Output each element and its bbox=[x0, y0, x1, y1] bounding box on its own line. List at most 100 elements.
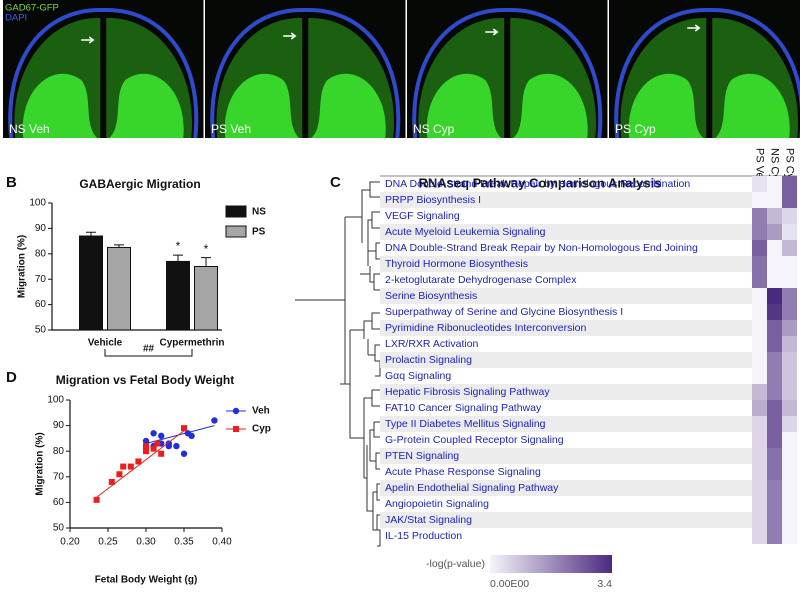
row-band bbox=[380, 448, 752, 464]
heatmap-cell bbox=[767, 496, 782, 512]
image-label: NS Cyp bbox=[413, 122, 455, 136]
heatmap-cell bbox=[752, 224, 767, 240]
x-tick-label: 0.40 bbox=[212, 537, 232, 548]
y-tick-label: 60 bbox=[35, 299, 47, 310]
heatmap-cell bbox=[782, 352, 797, 368]
heatmap-cell bbox=[782, 432, 797, 448]
gfp-ganglionic bbox=[22, 73, 184, 138]
y-axis-label: Migration (%) bbox=[35, 432, 46, 495]
dendrogram bbox=[295, 181, 381, 547]
heatmap-cell bbox=[767, 208, 782, 224]
legend-marker bbox=[232, 407, 240, 415]
column-label: PS Veh bbox=[754, 148, 766, 185]
arrow bbox=[81, 36, 95, 44]
significance-label: * bbox=[204, 242, 209, 256]
point bbox=[154, 440, 161, 447]
heatmap-cell bbox=[752, 208, 767, 224]
heatmap-cell bbox=[767, 528, 782, 544]
row-label: IL-15 Production bbox=[385, 530, 462, 542]
heatmap-cell bbox=[782, 448, 797, 464]
heatmap-cell bbox=[752, 304, 767, 320]
row-label: Acute Phase Response Signaling bbox=[385, 466, 541, 478]
point bbox=[165, 440, 172, 447]
row-label: DNA Double-Strand Break Repair by Homolo… bbox=[385, 178, 690, 190]
y-tick-label: 60 bbox=[53, 497, 65, 508]
heatmap-cell bbox=[752, 352, 767, 368]
heatmap-cell bbox=[752, 256, 767, 272]
bar bbox=[194, 266, 218, 331]
point bbox=[116, 471, 123, 478]
heatmap-cell bbox=[782, 512, 797, 528]
row-label: PRPP Biosynthesis I bbox=[385, 194, 481, 206]
y-tick-label: 100 bbox=[29, 198, 46, 209]
row-label: Hepatic Fibrosis Signaling Pathway bbox=[385, 386, 550, 398]
y-tick-label: 50 bbox=[53, 523, 65, 534]
row-label: JAK/Stat Signaling bbox=[385, 514, 472, 526]
arrow bbox=[687, 24, 701, 32]
heatmap-cell bbox=[782, 400, 797, 416]
x-tick-label: Cypermethrin bbox=[159, 338, 224, 349]
point bbox=[173, 442, 180, 450]
row-band bbox=[380, 480, 752, 496]
point bbox=[142, 437, 150, 445]
y-tick-label: 80 bbox=[35, 248, 47, 259]
microscopy-image bbox=[205, 0, 406, 139]
x-tick-label: 0.25 bbox=[98, 537, 118, 548]
y-tick-label: 70 bbox=[35, 274, 47, 285]
heatmap-cell bbox=[782, 304, 797, 320]
row-band bbox=[380, 352, 752, 368]
heatmap-cell bbox=[767, 448, 782, 464]
row-label: Superpathway of Serine and Glycine Biosy… bbox=[385, 306, 623, 318]
row-label: DNA Double-Strand Break Repair by Non-Ho… bbox=[385, 242, 698, 254]
dapi-outline bbox=[614, 7, 800, 139]
point bbox=[211, 417, 218, 424]
x-tick-label: 0.30 bbox=[136, 537, 156, 548]
heatmap-cell bbox=[782, 272, 797, 288]
heatmap-cell bbox=[767, 464, 782, 480]
heatmap-cell bbox=[782, 384, 797, 400]
heatmap-cell bbox=[752, 240, 767, 256]
chart-title: GABAergic Migration bbox=[79, 177, 200, 191]
point bbox=[158, 432, 165, 440]
heatmap-cell bbox=[782, 320, 797, 336]
heatmap-cell bbox=[782, 224, 797, 240]
legend-label: PS bbox=[252, 227, 266, 238]
row-label: Thyroid Hormone Biosynthesis bbox=[385, 258, 528, 270]
heatmap-cell bbox=[752, 336, 767, 352]
x-tick-label: 0.20 bbox=[60, 537, 80, 548]
significance-label: * bbox=[176, 239, 181, 253]
column-label: PS Cyp bbox=[784, 148, 796, 185]
heatmap-cell bbox=[782, 416, 797, 432]
heatmap-cell bbox=[782, 464, 797, 480]
heatmap-cell bbox=[752, 368, 767, 384]
chart-title: Migration vs Fetal Body Weight bbox=[56, 373, 234, 387]
heatmap-cell bbox=[752, 400, 767, 416]
y-tick-label: 50 bbox=[35, 325, 47, 336]
row-band bbox=[380, 320, 752, 336]
heatmap-cell bbox=[782, 256, 797, 272]
heatmap-cell bbox=[767, 416, 782, 432]
image-label: NS Veh bbox=[9, 122, 50, 136]
point bbox=[120, 463, 127, 470]
dapi-outline bbox=[8, 7, 199, 139]
image-label: PS Veh bbox=[211, 122, 251, 136]
gfp-ganglionic bbox=[426, 73, 588, 138]
point bbox=[181, 425, 187, 432]
heatmap-cell bbox=[782, 208, 797, 224]
stain-label: GAD67-GFP bbox=[5, 3, 59, 14]
heatmap-cell bbox=[782, 368, 797, 384]
row-band bbox=[380, 256, 752, 272]
heatmap-cell bbox=[767, 352, 782, 368]
y-tick-label: 100 bbox=[47, 395, 64, 406]
gfp-ganglionic bbox=[224, 73, 386, 138]
image-label: PS Cyp bbox=[615, 122, 656, 136]
error-bar bbox=[114, 244, 124, 248]
heatmap-cell bbox=[782, 528, 797, 544]
heatmap-cell bbox=[752, 384, 767, 400]
arrow bbox=[283, 32, 297, 40]
row-band bbox=[380, 192, 752, 208]
heatmap-cell bbox=[752, 496, 767, 512]
y-axis-label: Migration (%) bbox=[17, 235, 28, 298]
row-label: PTEN Signaling bbox=[385, 450, 459, 462]
